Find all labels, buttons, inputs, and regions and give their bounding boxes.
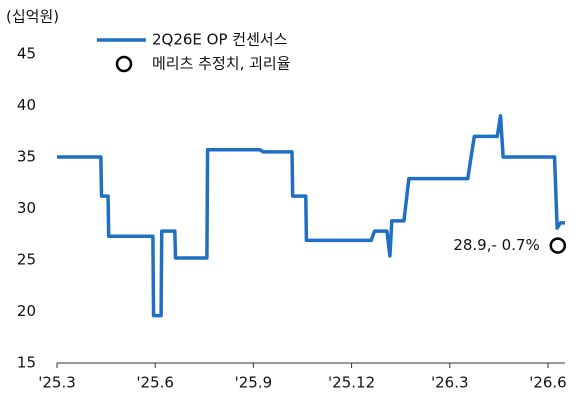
x-tick-label: '25.12 bbox=[328, 374, 375, 392]
legend-label: 메리츠 추정치, 괴리율 bbox=[152, 55, 291, 73]
legend-label: 2Q26E OP 컨센서스 bbox=[152, 31, 288, 49]
y-tick-label: 25 bbox=[17, 251, 36, 269]
y-tick-label: 40 bbox=[17, 96, 36, 114]
x-tick-label: '25.3 bbox=[38, 374, 76, 392]
y-tick-label: 45 bbox=[17, 45, 36, 63]
y-tick-label: 15 bbox=[17, 354, 36, 372]
x-tick-label: '25.9 bbox=[235, 374, 273, 392]
line bbox=[57, 114, 565, 318]
y-tick-label: 20 bbox=[17, 302, 36, 320]
x-tick-label: '25.6 bbox=[136, 374, 174, 392]
marker bbox=[549, 237, 567, 254]
annotation: 28.9,- 0.7% bbox=[453, 236, 539, 254]
legend-swatch bbox=[115, 55, 133, 73]
x-tick-label: '26.6 bbox=[529, 374, 567, 392]
y-tick-label: 35 bbox=[17, 148, 36, 166]
y-tick-label: 30 bbox=[17, 199, 36, 217]
x-tick-label: '26.3 bbox=[431, 374, 469, 392]
unit-label: (십억원) bbox=[6, 8, 59, 26]
